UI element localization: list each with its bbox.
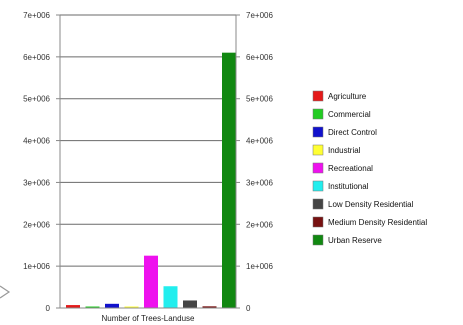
legend: Agriculture Commercial Direct Control Indus…	[312, 90, 427, 246]
y-tick-label: 4e+006	[23, 137, 50, 146]
bar-urban-reserve	[222, 52, 236, 308]
legend-swatch	[312, 90, 324, 102]
y-tick-label: 0	[246, 304, 251, 313]
y-tick-label: 1e+006	[23, 262, 50, 271]
x-axis-label: Number of Trees-Landuse	[102, 314, 195, 323]
bar-agriculture	[66, 305, 80, 308]
y-tick-label: 4e+006	[246, 137, 273, 146]
legend-label: Institutional	[328, 182, 369, 191]
legend-swatch	[312, 126, 324, 138]
bar-institutional	[163, 286, 178, 308]
legend-swatch	[312, 216, 324, 228]
right-y-axis-ticks: 0 1e+006 2e+006 3e+006 4e+006 5e+006 6e+006 7e+…	[236, 11, 273, 313]
bars	[66, 52, 236, 308]
bar-medium-density-residential	[202, 306, 217, 308]
y-tick-label: 5e+006	[23, 95, 50, 104]
y-tick-label: 1e+006	[246, 262, 273, 271]
legend-swatch	[312, 144, 324, 156]
y-tick-label: 6e+006	[23, 53, 50, 62]
legend-label: Direct Control	[328, 128, 377, 137]
gridlines	[60, 14, 236, 267]
y-tick-label: 2e+006	[246, 220, 273, 229]
bar-industrial	[124, 306, 139, 308]
y-tick-label: 5e+006	[246, 95, 273, 104]
legend-label: Industrial	[328, 146, 361, 155]
legend-swatch	[312, 234, 324, 246]
y-tick-label: 7e+006	[246, 11, 273, 20]
left-y-axis-ticks: 0 1e+006 2e+006 3e+006 4e+006 5e+006 6e+006 7e+…	[23, 11, 60, 313]
y-tick-label: 3e+006	[23, 178, 50, 187]
legend-label: Commercial	[328, 110, 371, 119]
legend-swatch	[312, 108, 324, 120]
legend-swatch	[312, 162, 324, 174]
legend-label: Low Density Residential	[328, 200, 414, 209]
bar-low-density-residential	[183, 300, 197, 308]
legend-label: Recreational	[328, 164, 373, 173]
arrow-icon	[0, 285, 11, 299]
bar-commercial	[85, 306, 100, 308]
legend-swatch	[312, 180, 324, 192]
bar-direct-control	[105, 303, 119, 308]
y-tick-label: 2e+006	[23, 220, 50, 229]
legend-label: Urban Reserve	[328, 236, 382, 245]
y-tick-label: 3e+006	[246, 178, 273, 187]
bar-recreational	[144, 255, 158, 308]
legend-swatch	[312, 198, 324, 210]
y-tick-label: 7e+006	[23, 11, 50, 20]
legend-label: Agriculture	[328, 92, 367, 101]
y-tick-label: 6e+006	[246, 53, 273, 62]
legend-label: Medium Density Residential	[328, 218, 427, 227]
y-tick-label: 0	[46, 304, 51, 313]
